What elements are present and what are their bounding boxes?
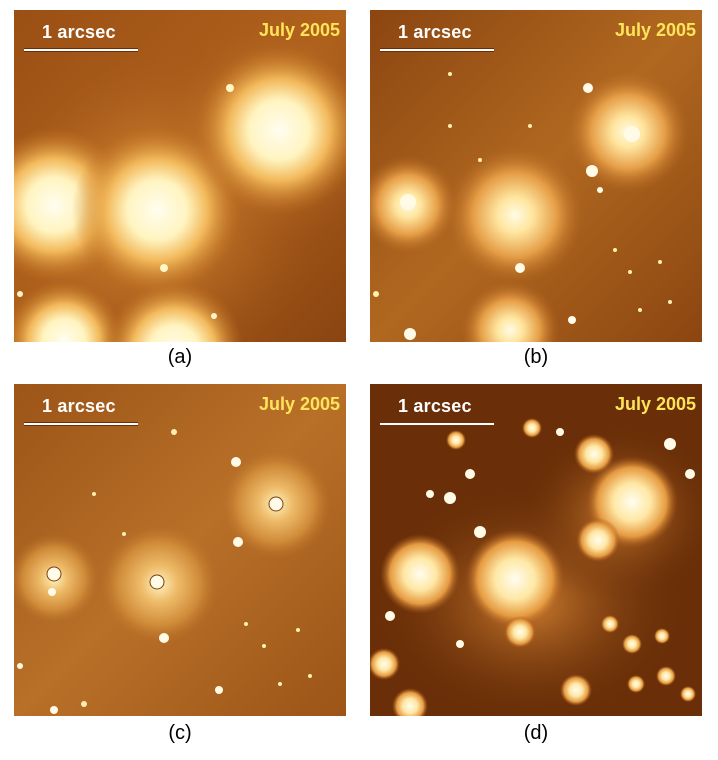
scale-label: 1 arcsec bbox=[42, 396, 116, 416]
star-field-image-b bbox=[370, 10, 702, 342]
image-panel-a: 1 arcsec July 2005 bbox=[14, 10, 346, 342]
date-label: July 2005 bbox=[614, 394, 696, 414]
star-field-image-d bbox=[370, 384, 702, 716]
scale-label: 1 arcsec bbox=[398, 396, 472, 416]
panel-caption-a: (a) bbox=[167, 346, 193, 368]
scale-label: 1 arcsec bbox=[398, 22, 472, 42]
date-label: July 2005 bbox=[258, 394, 340, 414]
date-label: July 2005 bbox=[258, 20, 340, 40]
panel-caption-d: (d) bbox=[523, 722, 549, 744]
image-panel-d: 1 arcsec July 2005 bbox=[370, 384, 702, 716]
image-panel-b: 1 arcsec July 2005 bbox=[370, 10, 702, 342]
scale-bar bbox=[380, 48, 494, 52]
scale-bar bbox=[380, 422, 494, 426]
date-label: July 2005 bbox=[614, 20, 696, 40]
star-field-image-c bbox=[14, 384, 346, 716]
image-panel-c: 1 arcsec July 2005 bbox=[14, 384, 346, 716]
scale-bar bbox=[24, 48, 138, 52]
panel-caption-b: (b) bbox=[523, 346, 549, 368]
panel-caption-c: (c) bbox=[168, 722, 192, 744]
scale-bar bbox=[24, 422, 138, 426]
scale-label: 1 arcsec bbox=[42, 22, 116, 42]
star-field-image-a bbox=[14, 10, 346, 342]
